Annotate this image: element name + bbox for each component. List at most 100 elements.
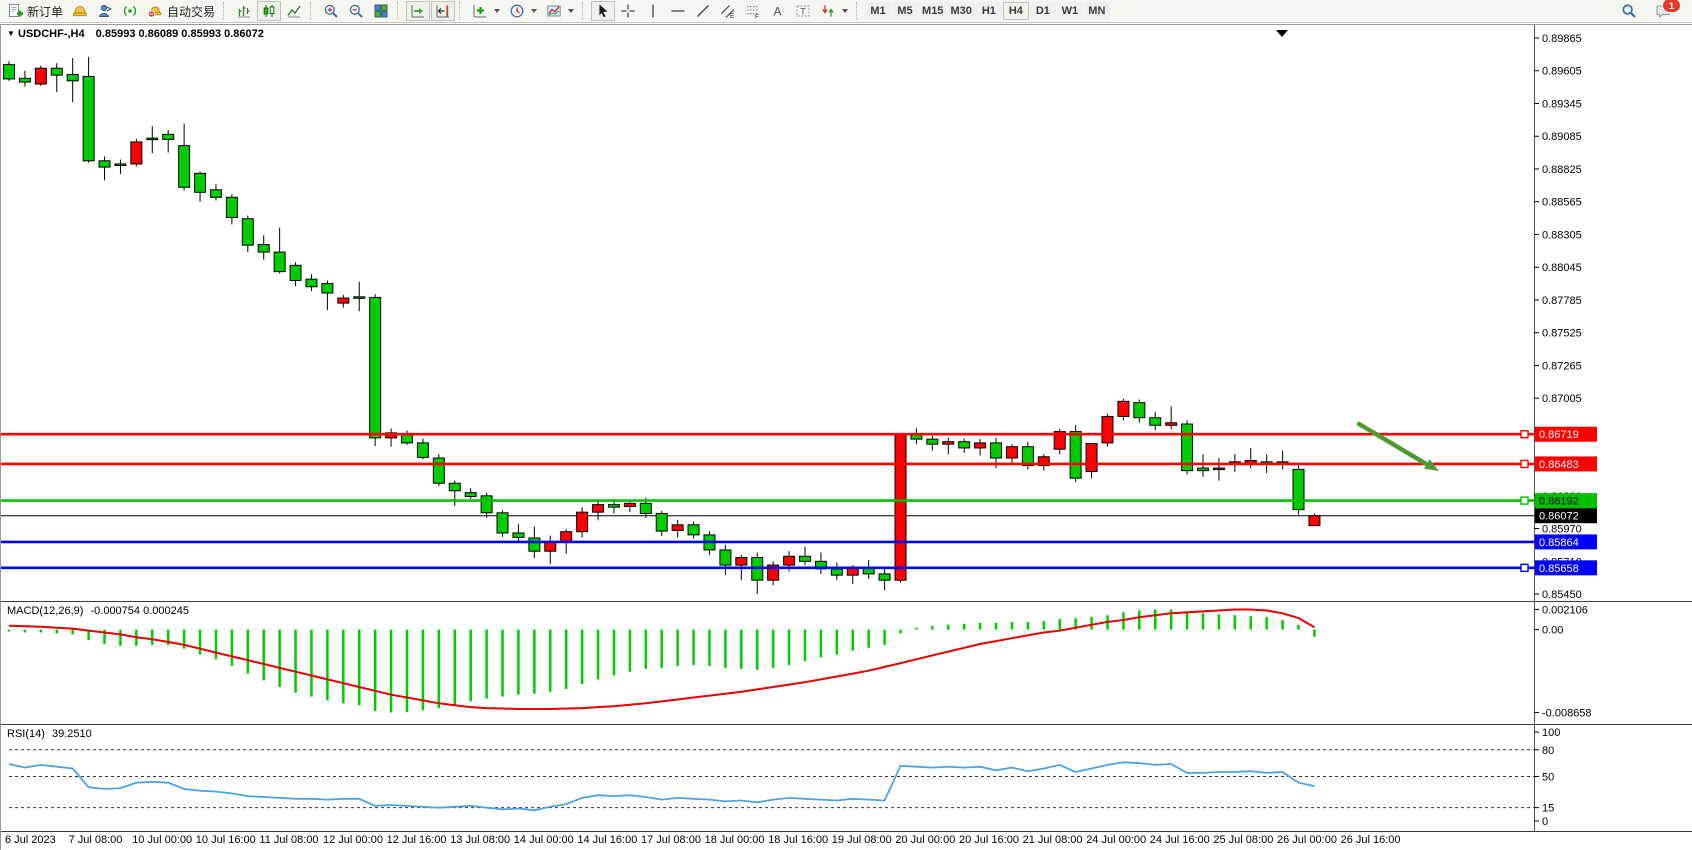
drawing-tools-group: E F A T [591, 1, 852, 21]
toolbar-separator [459, 2, 464, 20]
time-axis-label: 12 Jul 16:00 [386, 834, 447, 846]
main-chart-panel: 0.89865 0.89605 0.89345 0.89085 0.88825 0.885… [1, 25, 1692, 602]
timeframe-M1[interactable]: M1 [865, 2, 892, 20]
rsi-axis[interactable]: 100 80 50 150 [1534, 727, 1560, 828]
signals-button[interactable] [118, 1, 142, 21]
zoom-in-button[interactable] [319, 1, 343, 21]
svg-text:0.89865: 0.89865 [1542, 33, 1582, 45]
new-order-button[interactable]: 新订单 [3, 1, 67, 21]
rsi-chart[interactable]: 100 80 50 150 [1, 725, 1692, 831]
autotrading-icon [147, 6, 162, 18]
timeframe-M5[interactable]: M5 [892, 2, 919, 20]
macd-chart[interactable]: 0.002106 0.00 -0.008658 [1, 602, 1692, 724]
autotrading-button[interactable]: 自动交易 [143, 1, 219, 21]
line-chart-button[interactable] [282, 1, 306, 21]
cursor-button[interactable] [591, 1, 616, 21]
shift-marker-icon[interactable] [1276, 30, 1288, 37]
timeframe-M30[interactable]: M30 [947, 2, 975, 20]
toolbar-separator [856, 2, 861, 20]
chevron-down-icon [531, 9, 538, 13]
chevron-down-icon [494, 9, 501, 13]
chat-button[interactable]: 1 [1651, 0, 1681, 21]
periods-button[interactable] [505, 1, 541, 21]
fibonacci-icon: F [747, 6, 759, 20]
trendline-button[interactable] [691, 1, 715, 21]
svg-text:0.88045: 0.88045 [1542, 262, 1582, 274]
candlestick-chart-button[interactable] [257, 1, 282, 21]
time-axis-label: 14 Jul 16:00 [577, 834, 638, 846]
svg-text:50: 50 [1542, 772, 1554, 784]
metaeditor-button[interactable] [68, 1, 92, 21]
timeframe-H1[interactable]: H1 [975, 2, 1002, 20]
tile-windows-button[interactable] [369, 1, 393, 21]
chart-shift-button[interactable] [431, 1, 456, 21]
macd-axis[interactable]: 0.002106 0.00 -0.008658 [1534, 604, 1592, 719]
chart-type-group [232, 1, 306, 21]
svg-text:T: T [800, 7, 806, 17]
svg-text:100: 100 [1542, 727, 1560, 739]
tile-windows-icon [374, 4, 388, 18]
timeframe-M15[interactable]: M15 [919, 2, 947, 20]
timeframe-group: M1 M5 M15 M30 H1 H4 D1 W1 MN [865, 2, 1110, 20]
new-order-label: 新订单 [27, 4, 64, 19]
toolbar: 新订单 自动交易 [0, 0, 1692, 23]
arrows-button[interactable] [816, 1, 852, 21]
metaeditor-icon [73, 5, 88, 17]
horizontal-line-button[interactable] [666, 1, 690, 21]
time-axis-label: 26 Jul 16:00 [1340, 834, 1401, 846]
toolbar-separator [397, 2, 402, 20]
vertical-line-button[interactable] [641, 1, 665, 21]
time-axis-label: 14 Jul 00:00 [513, 834, 574, 846]
bar-chart-icon [238, 6, 251, 18]
svg-text:0.002106: 0.002106 [1542, 604, 1588, 616]
arrow-annotation[interactable] [1356, 421, 1439, 471]
level-lines[interactable]: 0.86719 0.86483 0.86192 0.85864 0.85658 [1, 426, 1597, 576]
svg-text:15: 15 [1542, 803, 1554, 815]
crosshair-button[interactable] [616, 1, 640, 21]
timeframe-MN[interactable]: MN [1083, 2, 1110, 20]
crosshair-icon [621, 4, 635, 18]
svg-text:E: E [730, 13, 735, 19]
svg-text:0.88305: 0.88305 [1542, 229, 1582, 241]
community-button[interactable] [93, 1, 117, 21]
timeframe-W1[interactable]: W1 [1056, 2, 1083, 20]
objects-menu-group [468, 1, 578, 21]
indicators-button[interactable] [468, 1, 504, 21]
time-axis-label: 24 Jul 00:00 [1086, 834, 1147, 846]
scroll-group [406, 1, 456, 21]
text-label-button[interactable]: T [791, 1, 815, 21]
timeframe-D1[interactable]: D1 [1029, 2, 1056, 20]
svg-text:0.85450: 0.85450 [1542, 589, 1582, 601]
symbol-dropdown-icon[interactable]: ▼ [7, 29, 15, 38]
search-button[interactable] [1617, 1, 1641, 21]
time-axis-label: 13 Jul 08:00 [450, 834, 511, 846]
rsi-panel: 100 80 50 15 0 RSI(14) 39.2510 [1, 725, 1692, 832]
candles [3, 56, 1321, 595]
svg-text:F: F [755, 14, 759, 20]
auto-scroll-button[interactable] [406, 1, 431, 21]
time-axis[interactable]: 6 Jul 2023 7 Jul 08:00 10 Jul 00:00 10 Jul … [1, 832, 1692, 850]
text-button[interactable]: A [766, 1, 790, 21]
indicators-icon [473, 5, 487, 18]
zoom-in-icon [324, 4, 338, 18]
price-chart[interactable]: 0.89865 0.89605 0.89345 0.89085 0.88825 0.885… [1, 25, 1692, 601]
svg-text:0.87785: 0.87785 [1542, 295, 1582, 307]
svg-text:0.85970: 0.85970 [1542, 524, 1582, 536]
timeframe-H4[interactable]: H4 [1002, 2, 1029, 20]
zoom-out-button[interactable] [344, 1, 368, 21]
chevron-down-icon [568, 9, 575, 13]
time-axis-label: 18 Jul 16:00 [768, 834, 829, 846]
templates-button[interactable] [542, 1, 578, 21]
arrows-icon [822, 5, 834, 17]
svg-text:0.86719: 0.86719 [1539, 429, 1579, 441]
svg-text:0.87265: 0.87265 [1542, 360, 1582, 372]
time-axis-label: 20 Jul 16:00 [959, 834, 1019, 846]
ohlc-values: 0.85993 0.86089 0.85993 0.86072 [95, 28, 264, 40]
bar-chart-button[interactable] [232, 1, 256, 21]
equidistant-channel-button[interactable]: E [716, 1, 740, 21]
rsi-line [8, 761, 1315, 812]
cursor-icon [599, 4, 608, 18]
svg-text:A: A [774, 5, 782, 19]
fibonacci-button[interactable]: F [741, 1, 765, 21]
text-label-icon: T [796, 5, 810, 17]
